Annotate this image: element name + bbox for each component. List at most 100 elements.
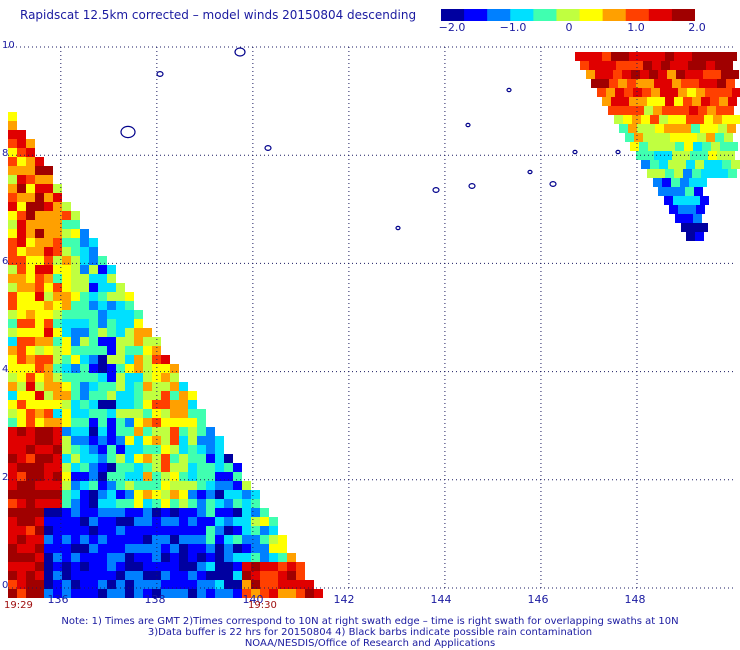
- wind-cell: [71, 553, 80, 562]
- wind-cell: [710, 52, 719, 61]
- wind-cell: [71, 382, 80, 391]
- wind-cell: [657, 142, 666, 151]
- wind-cell: [705, 88, 714, 97]
- wind-cell: [53, 256, 62, 265]
- wind-cell: [619, 124, 628, 133]
- wind-cell: [8, 265, 17, 274]
- wind-cell: [662, 106, 671, 115]
- wind-cell: [161, 571, 170, 580]
- wind-cell: [278, 553, 287, 562]
- wind-cell: [107, 283, 116, 292]
- wind-cell: [125, 481, 134, 490]
- wind-cell: [188, 508, 197, 517]
- wind-cell: [134, 580, 143, 589]
- wind-cell: [98, 436, 107, 445]
- wind-cell: [26, 508, 35, 517]
- wind-cell: [251, 508, 260, 517]
- wind-cell: [98, 517, 107, 526]
- wind-cell: [116, 526, 125, 535]
- colorbar-segment: [510, 9, 534, 21]
- island-outline: [465, 122, 471, 128]
- wind-cell: [152, 490, 161, 499]
- wind-cell: [666, 142, 675, 151]
- wind-cell: [71, 544, 80, 553]
- wind-cell: [188, 472, 197, 481]
- wind-cell: [26, 472, 35, 481]
- wind-cell: [659, 115, 668, 124]
- wind-cell: [35, 373, 44, 382]
- wind-cell: [98, 499, 107, 508]
- wind-cell: [71, 346, 80, 355]
- wind-cell: [116, 418, 125, 427]
- wind-cell: [125, 346, 134, 355]
- wind-cell: [170, 427, 179, 436]
- wind-cell: [215, 571, 224, 580]
- wind-cell: [53, 346, 62, 355]
- wind-cell: [665, 97, 674, 106]
- wind-cell: [71, 535, 80, 544]
- wind-cell: [206, 562, 215, 571]
- wind-cell: [719, 169, 728, 178]
- wind-cell: [62, 481, 71, 490]
- wind-cell: [152, 364, 161, 373]
- wind-cell: [663, 151, 672, 160]
- wind-cell: [683, 52, 692, 61]
- wind-cell: [62, 436, 71, 445]
- wind-cell: [206, 445, 215, 454]
- wind-cell: [8, 571, 17, 580]
- wind-cell: [134, 571, 143, 580]
- wind-cell: [242, 589, 251, 598]
- wind-cell: [719, 52, 728, 61]
- wind-cell: [26, 418, 35, 427]
- wind-cell: [684, 142, 693, 151]
- wind-cell: [161, 553, 170, 562]
- wind-cell: [98, 445, 107, 454]
- wind-cell: [215, 463, 224, 472]
- wind-cell: [44, 472, 53, 481]
- wind-cell: [17, 238, 26, 247]
- wind-cell: [8, 130, 17, 139]
- wind-cell: [233, 526, 242, 535]
- wind-cell: [675, 214, 684, 223]
- wind-cell: [80, 508, 89, 517]
- wind-cell: [71, 409, 80, 418]
- wind-cell: [729, 142, 738, 151]
- wind-cell: [26, 571, 35, 580]
- wind-cell: [260, 508, 269, 517]
- wind-cell: [143, 418, 152, 427]
- wind-cell: [26, 544, 35, 553]
- colorbar-segment: [441, 9, 465, 21]
- wind-cell: [197, 436, 206, 445]
- wind-cell: [125, 364, 134, 373]
- wind-cell: [170, 580, 179, 589]
- wind-cell: [188, 571, 197, 580]
- wind-cell: [143, 373, 152, 382]
- wind-cell: [134, 454, 143, 463]
- wind-cell: [242, 544, 251, 553]
- wind-cell: [125, 319, 134, 328]
- wind-cell: [71, 301, 80, 310]
- wind-cell: [664, 196, 673, 205]
- wind-cell: [638, 52, 647, 61]
- wind-cell: [8, 400, 17, 409]
- wind-cell: [161, 391, 170, 400]
- wind-cell: [197, 418, 206, 427]
- wind-cell: [170, 526, 179, 535]
- wind-cell: [8, 472, 17, 481]
- wind-cell: [53, 373, 62, 382]
- wind-cell: [26, 328, 35, 337]
- wind-cell: [44, 454, 53, 463]
- wind-cell: [17, 319, 26, 328]
- wind-cell: [134, 436, 143, 445]
- wind-cell: [179, 535, 188, 544]
- wind-cell: [143, 580, 152, 589]
- wind-cell: [682, 124, 691, 133]
- wind-cell: [170, 454, 179, 463]
- wind-cell: [687, 88, 696, 97]
- wind-cell: [716, 106, 725, 115]
- wind-cell: [35, 265, 44, 274]
- wind-cell: [35, 589, 44, 598]
- wind-cell: [44, 391, 53, 400]
- wind-cell: [35, 526, 44, 535]
- wind-cell: [689, 178, 698, 187]
